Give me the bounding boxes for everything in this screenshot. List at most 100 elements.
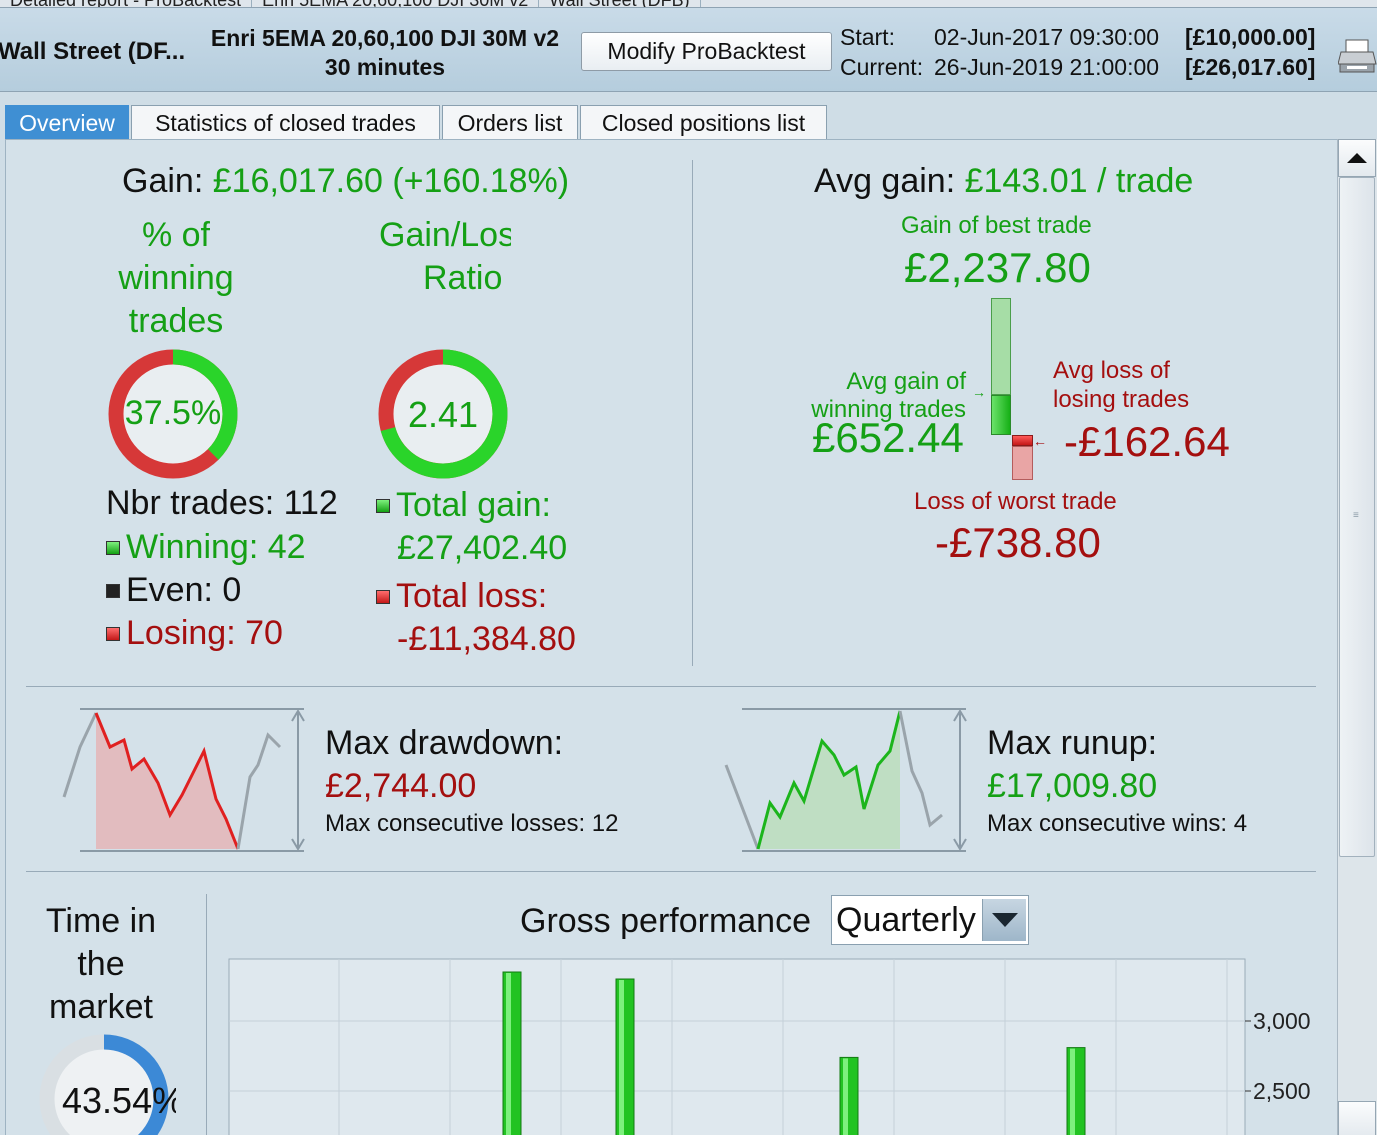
window-tab[interactable]: Wall Street (DFB) [539,0,701,7]
worst-trade-value: -£738.80 [935,519,1101,566]
avg-win-label-line: Avg gain of [846,368,966,395]
worst-trade-bar [1012,446,1033,480]
avg-gain-headline: Avg gain: £143.01 / trade [814,162,1193,201]
avg-win-value: £652.44 [812,414,964,461]
gross-performance-label: Gross performance [520,902,811,940]
avg-gain-value: £143.01 / trade [964,162,1194,200]
gain-label: Gain: [122,162,204,200]
chart-bar [839,1056,859,1135]
avg-loss-label-line: Avg loss of [1053,357,1170,384]
overview-panel: Gain: £16,017.60 (+160.18%) % of winning… [5,139,1337,1135]
winning-legend-icon [106,541,120,555]
pct-winning-donut [108,349,238,479]
even-count: Even: 0 [106,571,241,610]
section-divider [692,160,693,666]
section-divider [206,894,207,1135]
gain-value: £16,017.60 [212,162,383,200]
chart-bar [1066,1047,1086,1135]
tab-overview[interactable]: Overview [5,105,129,140]
chart-bar-highlight [506,973,511,1135]
section-divider [26,871,1316,872]
time-in-market-donut [39,1034,169,1135]
chart-bar [502,971,522,1135]
y-tick-label: 3,000 [1253,1008,1311,1034]
ratio-donut [378,349,508,479]
total-gain-label: Total gain: [396,486,551,524]
losing-value: 70 [245,614,283,652]
pct-winning-label-line: winning [118,259,234,297]
total-loss-value: -£11,384.80 [397,620,576,658]
scroll-up-arrow-icon[interactable] [1338,139,1376,177]
avg-loss-label-line: losing trades [1053,386,1190,413]
winning-label: Winning: [126,528,259,566]
time-in-market-value: 43.54% [62,1080,176,1121]
losing-label: Losing: [126,614,236,652]
chart-bar [615,978,635,1135]
nbr-trades: Nbr trades: 112 [106,484,338,523]
gain-headline: Gain: £16,017.60 (+160.18%) [122,162,569,201]
donut-time-arc [39,1034,169,1135]
tab-statistics-closed-trades[interactable]: Statistics of closed trades [131,105,440,140]
max-drawdown-value: £2,744.00 [325,767,477,805]
pct-winning-label: % of winning trades [96,214,256,343]
max-consecutive-losses: Max consecutive losses: 12 [325,810,619,837]
system-name: Enri 5EMA 20,60,100 DJI 30M v2 [210,25,560,51]
start-label: Start: [840,24,895,50]
chart-bar-highlight [843,1058,848,1135]
start-date: 02-Jun-2017 09:30:00 [934,24,1160,50]
total-loss-label: Total loss: [396,577,548,615]
chevron-down-icon[interactable] [982,899,1026,941]
gain-legend-icon [376,499,390,513]
donut-gain-arc [378,349,508,479]
current-label: Current: [840,54,924,80]
winning-count: Winning: 42 [106,528,306,567]
worst-trade-label: Loss of worst trade [914,488,1117,515]
ratio-label-line: Ratio [423,259,503,297]
current-date: 26-Jun-2019 21:00:00 [934,54,1160,80]
scroll-down-arrow-icon[interactable] [1338,1101,1376,1135]
report-tabs: Overview Statistics of closed trades Ord… [0,92,1377,140]
tab-orders-list[interactable]: Orders list [442,105,578,140]
chart-y-axis: 2,500 3,000 [1245,1008,1311,1104]
nbr-trades-value: 112 [283,484,338,522]
donut-winning-arc [108,349,238,479]
nbr-trades-label: Nbr trades: [106,484,275,522]
printer-icon[interactable] [1337,38,1377,76]
time-in-market-label-line: the [77,945,125,983]
time-in-market-label-line: market [49,988,153,1026]
max-runup-value: £17,009.80 [987,767,1158,805]
timeframe: 30 minutes [324,54,446,80]
scrollbar-thumb[interactable]: ≡ [1339,177,1375,857]
best-trade-value: £2,237.80 [904,244,1091,291]
period-select-value: Quarterly [836,901,976,939]
time-in-market-label: Time in the market [26,900,176,1029]
period-select[interactable]: Quarterly [831,895,1029,945]
pct-winning-label-line: trades [128,302,224,340]
vertical-scrollbar[interactable]: ≡ [1337,139,1377,1135]
report-header: Wall Street (DF... Enri 5EMA 20,60,100 D… [0,8,1377,92]
winning-value: 42 [267,528,306,566]
window-tab[interactable]: Enri 5EMA 20,60,100 DJI 30M v2 [252,0,540,7]
window-tab-strip: Detailed report - ProBacktestEnri 5EMA 2… [0,0,1377,8]
modify-probacktest-button[interactable]: Modify ProBacktest [581,32,832,71]
total-gain-value: £27,402.40 [397,529,568,567]
chart-bar-highlight [1070,1048,1075,1135]
max-consecutive-wins: Max consecutive wins: 4 [987,810,1248,837]
system-name-block: Enri 5EMA 20,60,100 DJI 30M v2 30 minute… [190,24,580,82]
even-value: 0 [222,571,242,609]
losing-count: Losing: 70 [106,614,283,653]
avg-loss-value: -£162.64 [1064,418,1230,465]
max-drawdown-label: Max drawdown: [325,724,564,762]
avg-win-label-line: winning trades [811,396,966,423]
window-tab[interactable]: Detailed report - ProBacktest [0,0,253,7]
pct-winning-value: 37.5% [124,394,222,432]
ratio-label: Gain/Los Ratio [379,214,511,300]
gain-percent: (+160.18%) [392,162,570,200]
arrow-right-icon: → [972,384,986,400]
arrow-left-icon: ← [1033,433,1047,449]
tab-closed-positions-list[interactable]: Closed positions list [580,105,827,140]
time-in-market-label-line: Time in [45,902,157,940]
loss-legend-icon [376,590,390,604]
avg-win-bar [991,395,1011,435]
drawdown-sparkline [62,708,305,852]
